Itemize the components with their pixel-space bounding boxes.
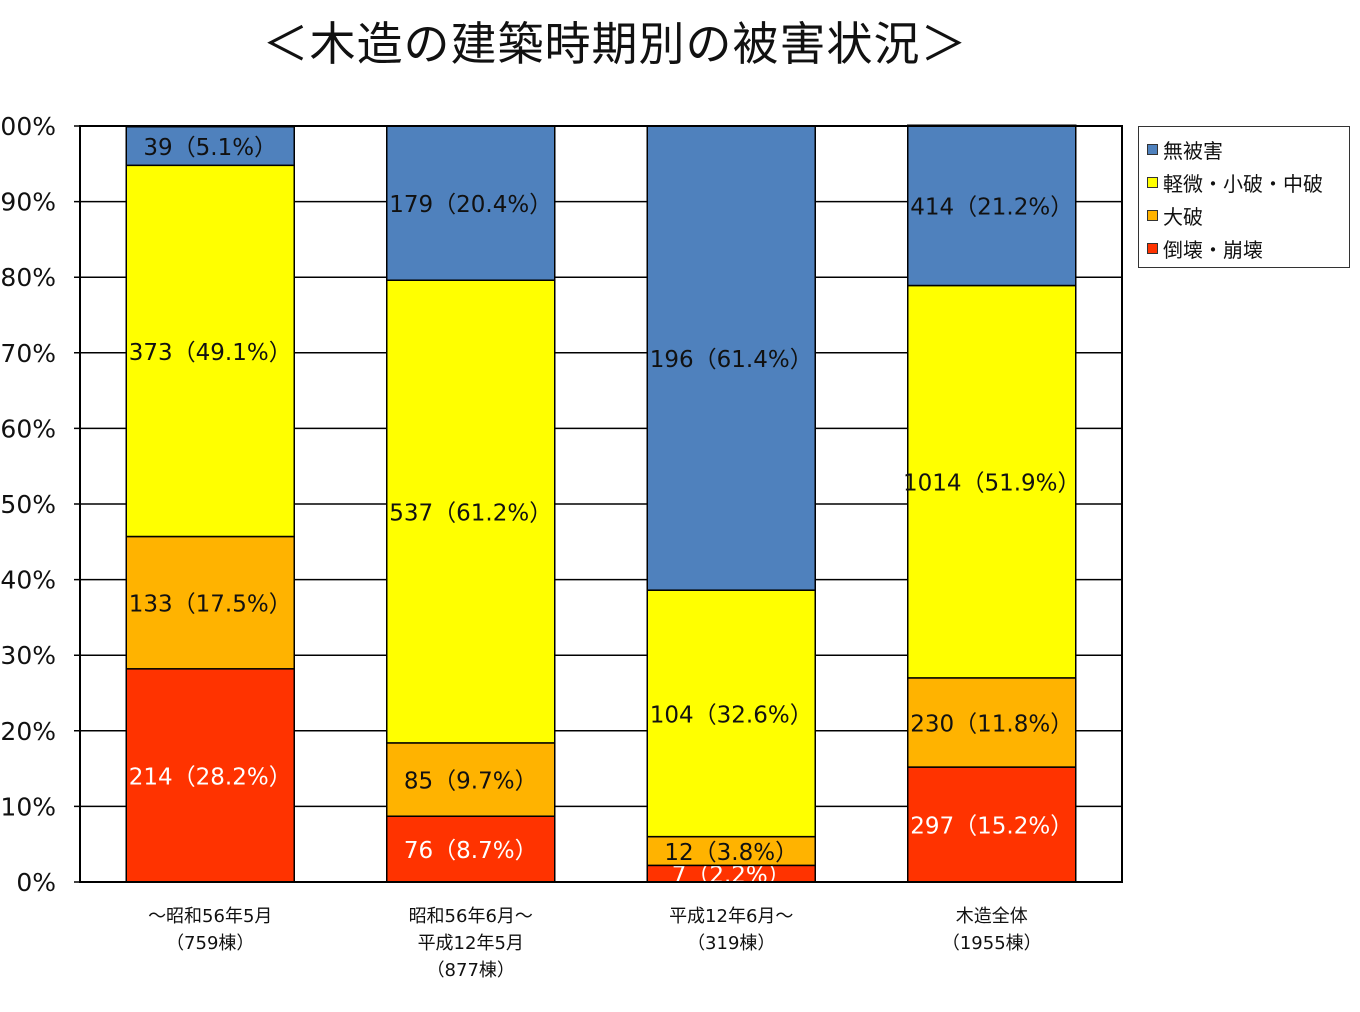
y-tick-label: 0% <box>16 868 56 897</box>
legend-label: 軽微・小破・中破 <box>1163 172 1323 196</box>
y-tick-label: 90% <box>0 188 56 217</box>
data-label: 537（61.2%） <box>389 501 552 527</box>
legend-item: 無被害 <box>1147 133 1341 166</box>
legend-item: 軽微・小破・中破 <box>1147 166 1341 199</box>
bar-segment <box>907 766 1077 883</box>
legend-swatch <box>1147 144 1158 155</box>
data-label: 12（3.8%） <box>664 840 798 866</box>
x-tick-label: ～昭和56年5月 <box>148 906 272 927</box>
data-label: 373（49.1%） <box>129 340 292 366</box>
y-tick-label: 60% <box>0 414 56 443</box>
y-tick-label: 80% <box>0 263 56 292</box>
legend-item: 倒壊・崩壊 <box>1147 232 1341 265</box>
data-label: 230（11.8%） <box>910 711 1073 737</box>
x-tick-label: 昭和56年6月～ <box>409 906 533 927</box>
x-tick-label: （319棟） <box>687 933 775 954</box>
y-tick-label: 10% <box>0 792 56 821</box>
x-tick-label: 平成12年6月～ <box>669 906 793 927</box>
y-tick-label: 30% <box>0 641 56 670</box>
y-tick-label: 20% <box>0 717 56 746</box>
x-tick-label: （877棟） <box>427 960 515 981</box>
data-label: 104（32.6%） <box>650 702 813 728</box>
bar-segment <box>386 815 556 883</box>
data-label: 76（8.7%） <box>404 838 538 864</box>
data-label: 7（2.2%） <box>672 863 791 889</box>
data-label: 414（21.2%） <box>910 194 1073 220</box>
x-tick-label: （759棟） <box>166 933 254 954</box>
data-label: 196（61.4%） <box>650 347 813 373</box>
legend-label: 倒壊・崩壊 <box>1163 238 1263 262</box>
bar-segment <box>646 125 816 591</box>
bar-segment <box>125 668 295 883</box>
chart-legend: 無被害軽微・小破・中破 大破倒壊・崩壊 <box>1138 126 1350 268</box>
x-tick-label: （1955棟） <box>942 933 1042 954</box>
legend-swatch <box>1147 210 1158 221</box>
legend-item: 大破 <box>1147 199 1341 232</box>
plot-border <box>79 125 1123 883</box>
bar-segment <box>907 677 1077 768</box>
bar-segment <box>386 742 556 817</box>
bar-segment <box>386 279 556 744</box>
legend-label: 無被害 <box>1163 139 1223 163</box>
data-label: 133（17.5%） <box>129 592 292 618</box>
legend-swatch <box>1147 243 1158 254</box>
legend-label: 大破 <box>1163 205 1203 229</box>
y-tick-label: 40% <box>0 566 56 595</box>
legend-swatch <box>1147 177 1158 188</box>
data-label: 1014（51.9%） <box>903 471 1081 497</box>
data-label: 214（28.2%） <box>129 764 292 790</box>
bar-segment <box>125 164 295 538</box>
data-label: 297（15.2%） <box>910 814 1073 840</box>
data-label: 85（9.7%） <box>404 769 538 795</box>
bar-segment <box>125 535 295 670</box>
x-tick-label: 平成12年5月 <box>418 933 524 954</box>
y-tick-label: 50% <box>0 490 56 519</box>
bar-segment <box>386 125 556 281</box>
y-tick-label: 70% <box>0 339 56 368</box>
bar-segment <box>125 126 295 167</box>
y-tick-label: 100% <box>0 112 56 141</box>
data-label: 39（5.1%） <box>143 135 277 161</box>
x-tick-label: 木造全体 <box>956 906 1028 927</box>
bar-segment <box>646 589 816 838</box>
data-label: 179（20.4%） <box>389 192 552 218</box>
chart-title: ＜木造の建築時期別の被害状況＞ <box>262 17 968 71</box>
bar-segment <box>907 284 1077 679</box>
